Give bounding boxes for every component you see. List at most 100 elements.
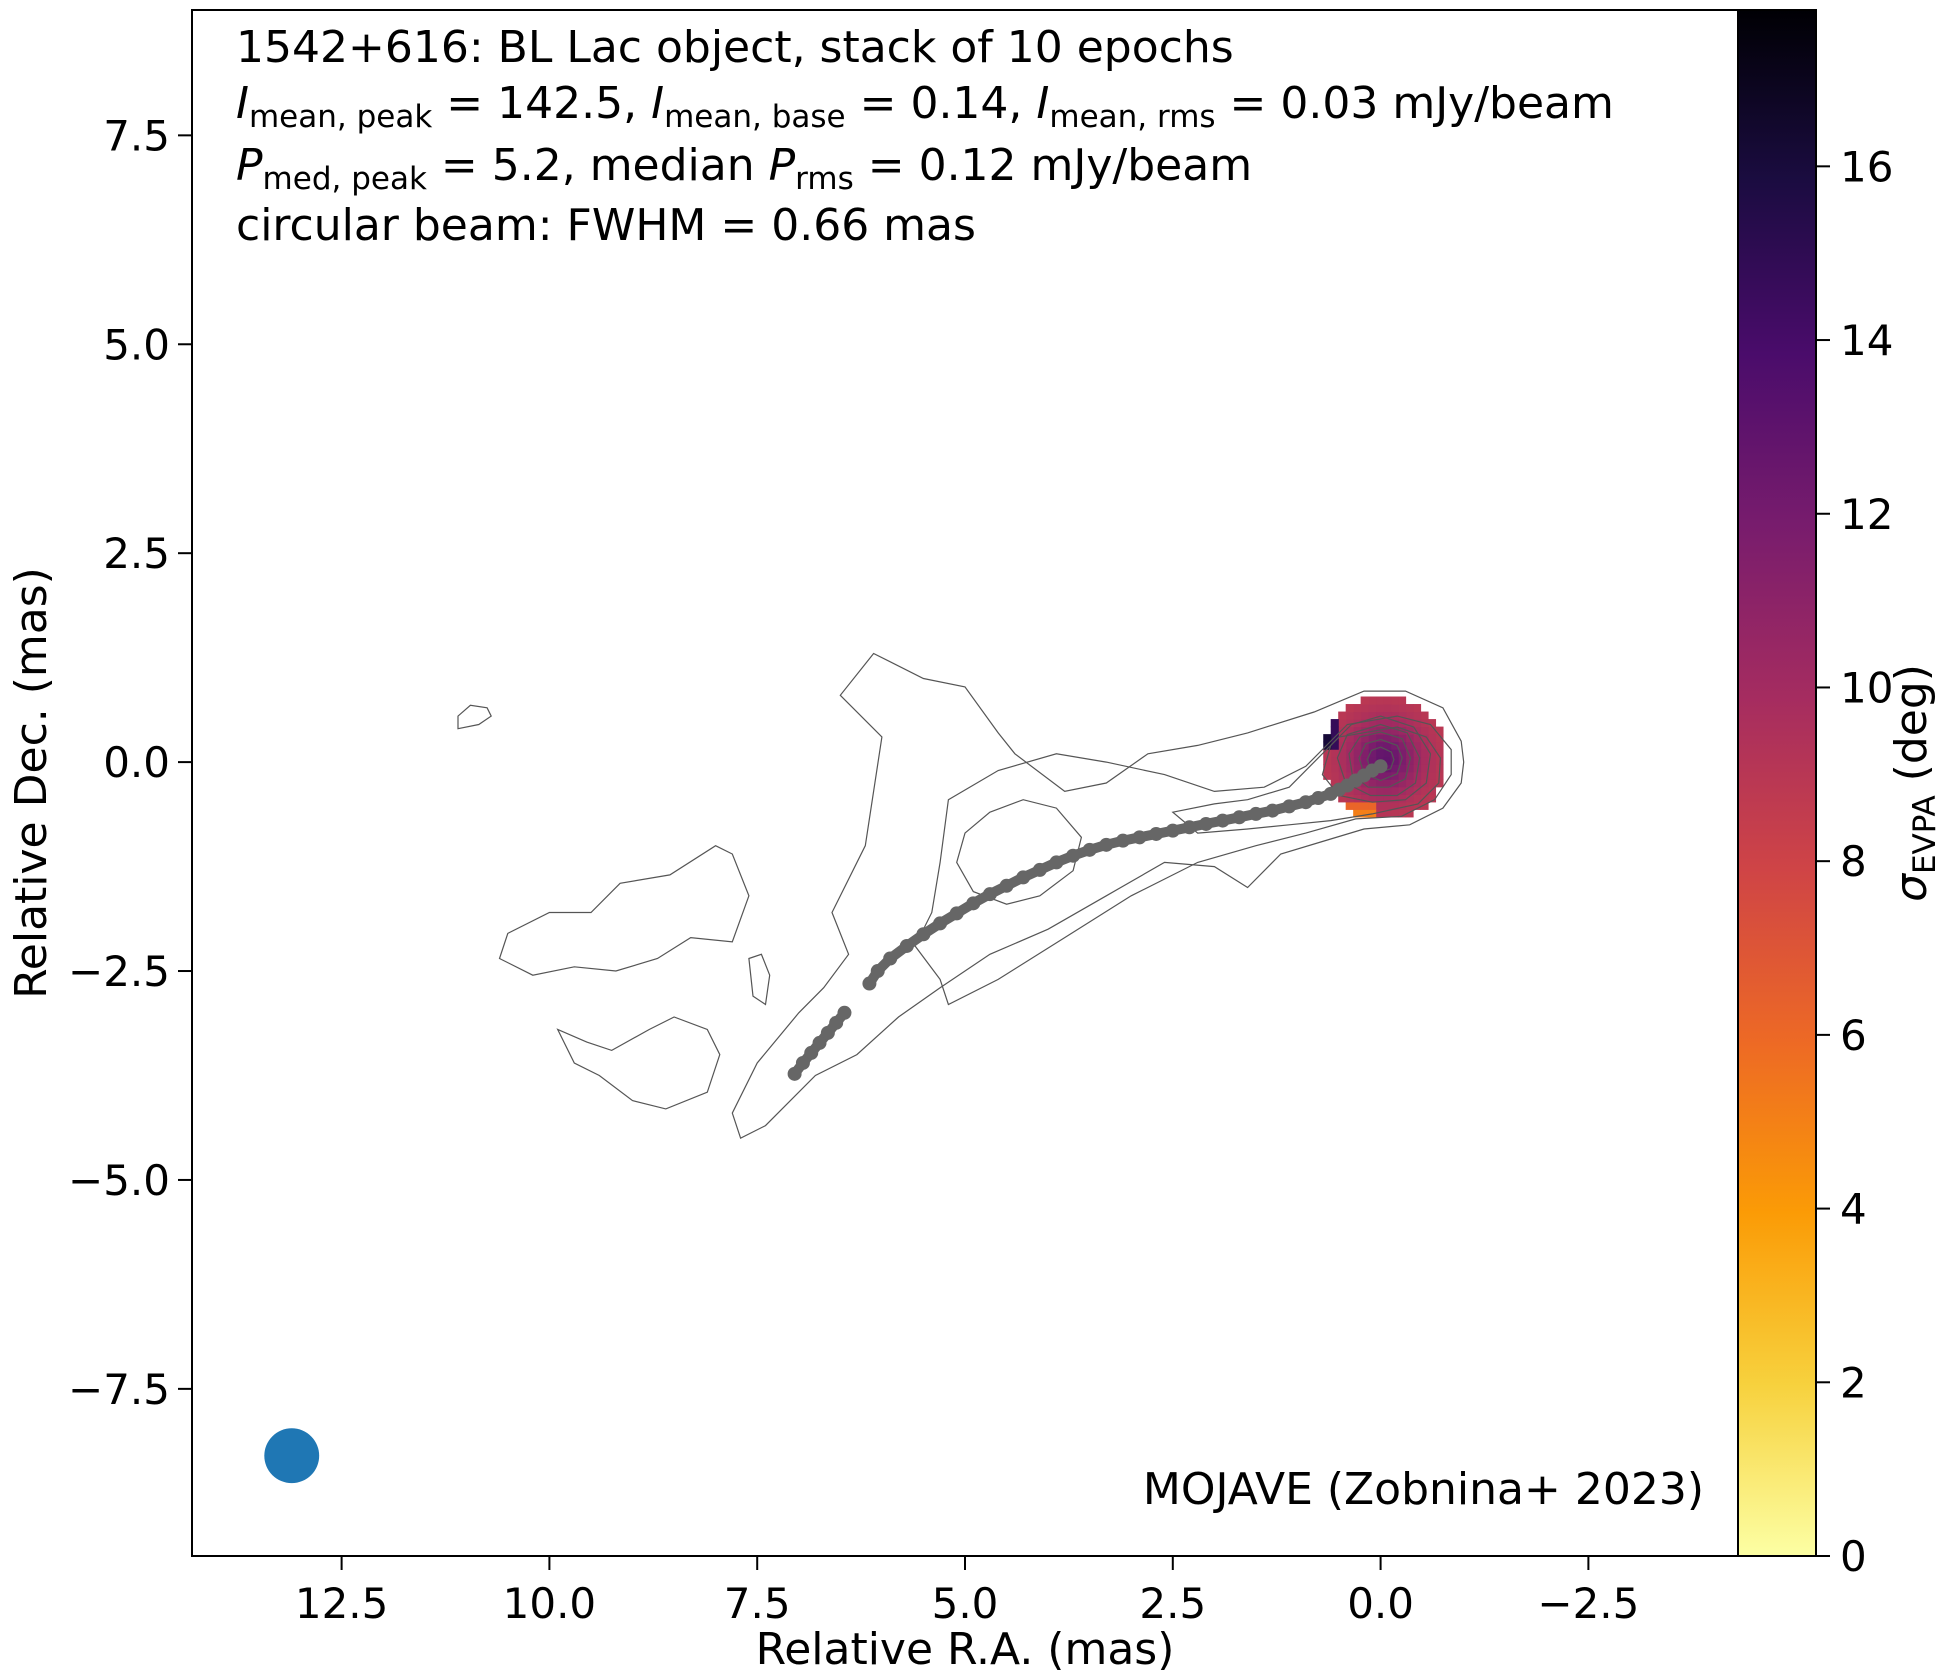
- colorbar-tick-label: 14: [1840, 316, 1893, 365]
- map-pixel: [1338, 719, 1347, 728]
- ridge-point: [1132, 830, 1147, 845]
- map-pixel: [1360, 734, 1369, 743]
- map-pixel: [1390, 771, 1399, 780]
- x-tick-label: 12.5: [295, 1579, 389, 1628]
- map-pixel: [1375, 801, 1384, 810]
- map-pixel: [1375, 719, 1384, 728]
- y-tick-label: 7.5: [103, 111, 170, 160]
- ridge-point: [966, 896, 981, 911]
- ridge-point: [949, 906, 964, 921]
- ridge-point: [899, 938, 914, 953]
- map-pixel: [1345, 704, 1354, 713]
- map-pixel: [1420, 764, 1429, 773]
- map-pixel: [1420, 734, 1429, 743]
- map-pixel: [1420, 771, 1429, 780]
- map-pixel: [1383, 704, 1392, 713]
- map-pixel: [1345, 719, 1354, 728]
- map-pixel: [1435, 726, 1444, 735]
- map-pixel: [1405, 794, 1414, 803]
- map-pixel: [1427, 779, 1437, 788]
- colorbar-title: σEVPA (deg): [1886, 664, 1943, 902]
- ridge-point: [1115, 833, 1130, 848]
- x-axis-title: Relative R.A. (mas): [756, 1624, 1175, 1674]
- y-tick-label: 2.5: [103, 529, 170, 578]
- map-pixel: [1323, 756, 1332, 765]
- map-pixel: [1323, 749, 1332, 758]
- x-tick-label: 2.5: [1139, 1579, 1206, 1628]
- map-pixel: [1353, 704, 1362, 713]
- map-pixel: [1413, 726, 1422, 735]
- map-pixel: [1330, 771, 1339, 780]
- map-pixel: [1398, 786, 1407, 795]
- ridge-point: [804, 1045, 819, 1060]
- map-pixel: [1390, 704, 1399, 713]
- colorbar-tick-label: 10: [1840, 663, 1893, 712]
- contour-line: [731, 652, 1465, 1140]
- map-pixel: [1420, 779, 1429, 788]
- map-pixel: [1353, 726, 1362, 735]
- map-pixel: [1360, 779, 1369, 788]
- map-pixel: [1375, 741, 1384, 750]
- map-pixel: [1405, 711, 1414, 720]
- map-pixel: [1338, 756, 1347, 765]
- x-tick-label: 7.5: [724, 1579, 791, 1628]
- map-pixel: [1405, 786, 1414, 795]
- map-pixel: [1375, 734, 1384, 743]
- x-tick-label: 0.0: [1347, 1579, 1414, 1628]
- map-pixel: [1405, 809, 1414, 818]
- map-pixel: [1398, 741, 1407, 750]
- ridge-point: [916, 927, 931, 942]
- map-pixel: [1330, 779, 1339, 788]
- map-pixel: [1360, 764, 1369, 773]
- map-pixel: [1420, 741, 1429, 750]
- map-pixel: [1427, 756, 1437, 765]
- map-pixel: [1383, 786, 1392, 795]
- map-pixel: [1353, 764, 1362, 773]
- map-pixel: [1435, 734, 1444, 743]
- map-pixel: [1323, 741, 1332, 750]
- ridge-point: [1149, 826, 1164, 841]
- map-pixel: [1435, 756, 1444, 765]
- map-pixel: [1405, 771, 1414, 780]
- map-pixel: [1413, 719, 1422, 728]
- map-pixel: [1345, 741, 1354, 750]
- map-pixel: [1368, 704, 1377, 713]
- map-pixel: [1353, 734, 1362, 743]
- map-pixel: [1345, 801, 1354, 810]
- map-pixel: [1420, 794, 1429, 803]
- contour-line: [956, 799, 1083, 905]
- map-pixel: [1398, 711, 1407, 720]
- map-pixel: [1353, 801, 1362, 810]
- contour-line: [457, 704, 492, 730]
- map-pixel: [1398, 756, 1407, 765]
- map-pixel: [1405, 719, 1414, 728]
- map-pixel: [1368, 756, 1377, 765]
- map-pixel: [1368, 726, 1377, 735]
- map-pixel: [1368, 696, 1377, 705]
- ridge-point: [837, 1005, 852, 1020]
- colorbar-tick-label: 0: [1840, 1532, 1867, 1581]
- map-pixel: [1390, 809, 1399, 818]
- map-pixel: [1323, 734, 1332, 743]
- map-pixel: [1360, 719, 1369, 728]
- map-pixel: [1390, 756, 1399, 765]
- map-pixel: [1390, 726, 1399, 735]
- map-pixel: [1330, 749, 1339, 758]
- plot-area: [192, 10, 1738, 1556]
- map-pixel: [1368, 741, 1377, 750]
- map-pixel: [1360, 749, 1369, 758]
- ridge-point: [1232, 810, 1247, 825]
- map-pixel: [1413, 801, 1422, 810]
- map-pixel: [1375, 809, 1384, 818]
- contour-line: [1358, 738, 1403, 782]
- map-pixel: [1360, 711, 1369, 720]
- map-pixel: [1405, 704, 1414, 713]
- map-pixel: [1413, 704, 1422, 713]
- map-pixel: [1383, 734, 1392, 743]
- ridge-point: [862, 976, 877, 991]
- colorbar-tick-label: 16: [1840, 142, 1893, 191]
- contour-line: [498, 845, 750, 976]
- map-pixel: [1413, 741, 1422, 750]
- map-pixel: [1398, 794, 1407, 803]
